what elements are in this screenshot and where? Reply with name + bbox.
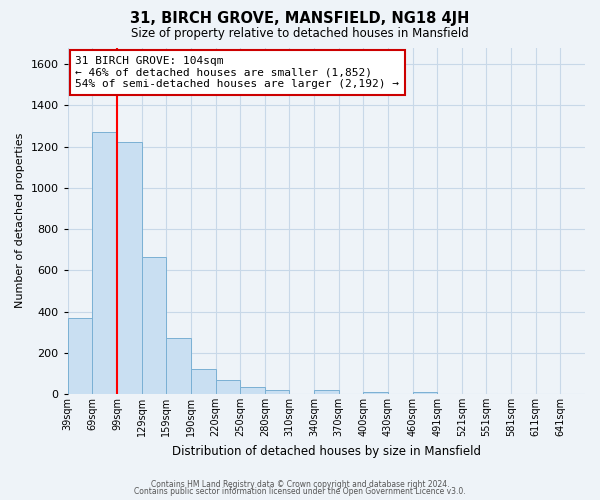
Bar bbox=[117, 142, 142, 394]
Bar bbox=[166, 338, 191, 394]
Bar bbox=[240, 387, 265, 394]
Text: Contains HM Land Registry data © Crown copyright and database right 2024.: Contains HM Land Registry data © Crown c… bbox=[151, 480, 449, 489]
Bar bbox=[68, 318, 92, 394]
X-axis label: Distribution of detached houses by size in Mansfield: Distribution of detached houses by size … bbox=[172, 444, 481, 458]
Bar bbox=[364, 392, 388, 394]
Bar bbox=[191, 370, 215, 394]
Bar bbox=[265, 390, 289, 394]
Bar bbox=[413, 392, 437, 394]
Bar bbox=[215, 380, 240, 394]
Text: 31, BIRCH GROVE, MANSFIELD, NG18 4JH: 31, BIRCH GROVE, MANSFIELD, NG18 4JH bbox=[130, 12, 470, 26]
Text: 31 BIRCH GROVE: 104sqm
← 46% of detached houses are smaller (1,852)
54% of semi-: 31 BIRCH GROVE: 104sqm ← 46% of detached… bbox=[75, 56, 399, 89]
Bar bbox=[92, 132, 117, 394]
Bar bbox=[142, 257, 166, 394]
Y-axis label: Number of detached properties: Number of detached properties bbox=[15, 133, 25, 308]
Text: Size of property relative to detached houses in Mansfield: Size of property relative to detached ho… bbox=[131, 28, 469, 40]
Bar bbox=[314, 390, 338, 394]
Text: Contains public sector information licensed under the Open Government Licence v3: Contains public sector information licen… bbox=[134, 487, 466, 496]
